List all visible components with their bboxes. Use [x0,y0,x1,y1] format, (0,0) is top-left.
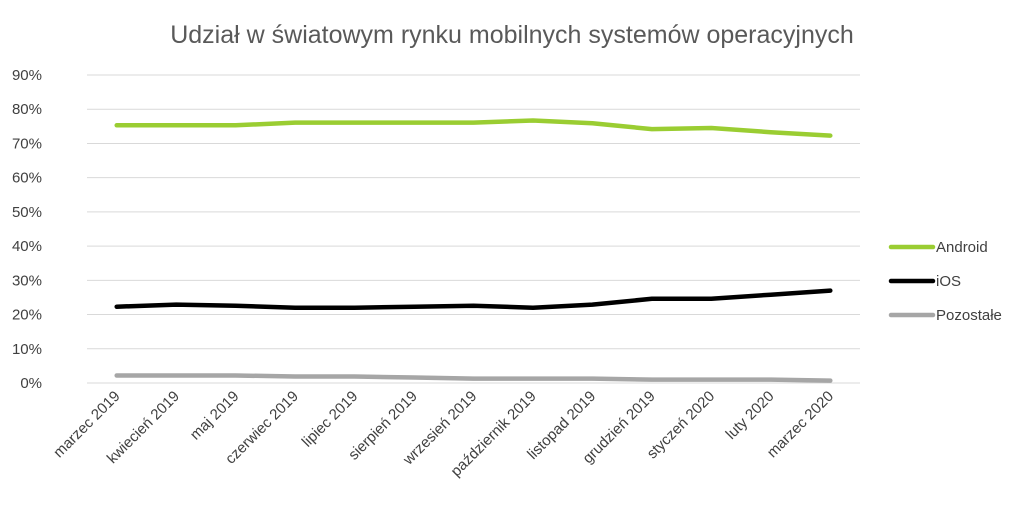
series-line-1 [114,288,833,310]
y-tick-label: 70% [12,135,42,152]
legend-label: iOS [936,273,961,290]
y-tick-label: 50% [12,204,42,221]
x-tick-label: lipiec 2019 [299,388,362,451]
y-axis-ticks: 0% 10% 20% 30% 40% 50% 60% 70% 80% 90% [12,67,42,392]
y-tick-label: 40% [12,238,42,255]
y-tick-label: 30% [12,272,42,289]
x-tick-label: luty 2020 [723,388,778,443]
chart-title: Udział w światowym rynku mobilnych syste… [170,21,854,49]
y-tick-label: 60% [12,170,42,187]
legend: Android iOS Pozostałe [888,239,1002,324]
x-tick-label: maj 2019 [187,388,243,444]
y-tick-label: 10% [12,341,42,358]
series-line-0 [114,118,833,138]
y-tick-label: 90% [12,67,42,84]
y-tick-label: 80% [12,101,42,118]
legend-label: Android [936,239,988,256]
series-line-2 [114,373,833,383]
legend-label: Pozostałe [936,307,1002,324]
y-tick-label: 0% [20,375,42,392]
y-tick-label: 20% [12,307,42,324]
series-lines [114,118,833,383]
gridlines [87,74,860,384]
